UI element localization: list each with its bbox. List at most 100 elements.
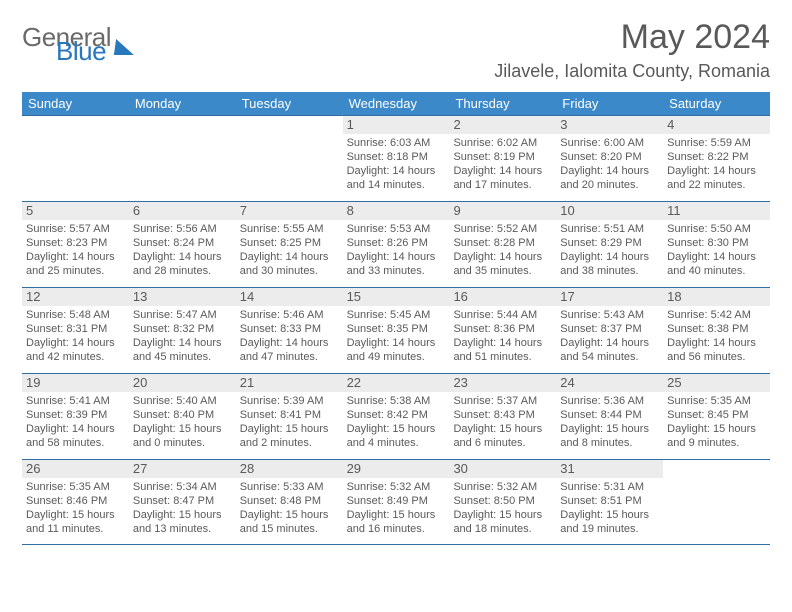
sunrise-line: Sunrise: 5:56 AM [133, 223, 232, 237]
day-cell: 4Sunrise: 5:59 AMSunset: 8:22 PMDaylight… [663, 116, 770, 201]
sail-icon [114, 39, 136, 55]
daylight-line: Daylight: 14 hours and 38 minutes. [560, 251, 659, 279]
sunset-line: Sunset: 8:40 PM [133, 409, 232, 423]
day-cell: 27Sunrise: 5:34 AMSunset: 8:47 PMDayligh… [129, 460, 236, 544]
daylight-line: Daylight: 14 hours and 56 minutes. [667, 337, 766, 365]
sunrise-line: Sunrise: 5:41 AM [26, 395, 125, 409]
sunset-line: Sunset: 8:39 PM [26, 409, 125, 423]
day-number: 14 [236, 288, 343, 306]
day-cell: 14Sunrise: 5:46 AMSunset: 8:33 PMDayligh… [236, 288, 343, 373]
day-number: 11 [663, 202, 770, 220]
day-number: 24 [556, 374, 663, 392]
day-number: 6 [129, 202, 236, 220]
sunset-line: Sunset: 8:46 PM [26, 495, 125, 509]
day-cell: 15Sunrise: 5:45 AMSunset: 8:35 PMDayligh… [343, 288, 450, 373]
daylight-line: Daylight: 14 hours and 42 minutes. [26, 337, 125, 365]
sunset-line: Sunset: 8:20 PM [560, 151, 659, 165]
day-number: 20 [129, 374, 236, 392]
daylight-line: Daylight: 14 hours and 14 minutes. [347, 165, 446, 193]
day-cell: 17Sunrise: 5:43 AMSunset: 8:37 PMDayligh… [556, 288, 663, 373]
daylight-line: Daylight: 15 hours and 16 minutes. [347, 509, 446, 537]
day-number: 29 [343, 460, 450, 478]
sunrise-line: Sunrise: 5:47 AM [133, 309, 232, 323]
daylight-line: Daylight: 15 hours and 9 minutes. [667, 423, 766, 451]
sunrise-line: Sunrise: 5:34 AM [133, 481, 232, 495]
daylight-line: Daylight: 15 hours and 19 minutes. [560, 509, 659, 537]
sunset-line: Sunset: 8:26 PM [347, 237, 446, 251]
sunrise-line: Sunrise: 5:38 AM [347, 395, 446, 409]
day-number: 4 [663, 116, 770, 134]
sunrise-line: Sunrise: 5:50 AM [667, 223, 766, 237]
sunrise-line: Sunrise: 5:46 AM [240, 309, 339, 323]
sunrise-line: Sunrise: 5:35 AM [26, 481, 125, 495]
day-cell: 22Sunrise: 5:38 AMSunset: 8:42 PMDayligh… [343, 374, 450, 459]
sunset-line: Sunset: 8:43 PM [453, 409, 552, 423]
sunset-line: Sunset: 8:51 PM [560, 495, 659, 509]
daylight-line: Daylight: 15 hours and 6 minutes. [453, 423, 552, 451]
week-row: 26 Sunrise: 5:35 AMSunset: 8:46 PM Dayligh… [22, 459, 770, 545]
sunset-line: Sunset: 8:49 PM [347, 495, 446, 509]
sunset-line: Sunset: 8:44 PM [560, 409, 659, 423]
day-number: 13 [129, 288, 236, 306]
sunset-line: Sunset: 8:33 PM [240, 323, 339, 337]
sunset-line: Sunset: 8:36 PM [453, 323, 552, 337]
day-number: 26 [22, 460, 129, 478]
day-cell: 19Sunrise: 5:41 AMSunset: 8:39 PMDayligh… [22, 374, 129, 459]
day-number: 10 [556, 202, 663, 220]
sunrise-line: Sunrise: 5:32 AM [347, 481, 446, 495]
sunset-line: Sunset: 8:19 PM [453, 151, 552, 165]
sunrise-line: Sunrise: 5:59 AM [667, 137, 766, 151]
sunset-line: Sunset: 8:47 PM [133, 495, 232, 509]
day-cell: 9Sunrise: 5:52 AMSunset: 8:28 PMDaylight… [449, 202, 556, 287]
weekday-wednesday: Wednesday [343, 92, 450, 115]
daylight-line: Daylight: 15 hours and 8 minutes. [560, 423, 659, 451]
week-row: 1Sunrise: 6:03 AMSunset: 8:18 PMDaylight… [22, 115, 770, 201]
daylight-line: Daylight: 14 hours and 40 minutes. [667, 251, 766, 279]
daylight-line: Daylight: 15 hours and 18 minutes. [453, 509, 552, 537]
day-number: 15 [343, 288, 450, 306]
day-number: 22 [343, 374, 450, 392]
day-cell: 10Sunrise: 5:51 AMSunset: 8:29 PMDayligh… [556, 202, 663, 287]
daylight-line: Daylight: 14 hours and 30 minutes. [240, 251, 339, 279]
day-number: 31 [556, 460, 663, 478]
sunset-line: Sunset: 8:30 PM [667, 237, 766, 251]
day-cell: 23Sunrise: 5:37 AMSunset: 8:43 PMDayligh… [449, 374, 556, 459]
sunrise-line: Sunrise: 6:00 AM [560, 137, 659, 151]
daylight-line: Daylight: 15 hours and 0 minutes. [133, 423, 232, 451]
day-cell: 11 Sunrise: 5:50 AMSunset: 8:30 PMDayligh… [663, 202, 770, 287]
day-number: 19 [22, 374, 129, 392]
sunset-line: Sunset: 8:32 PM [133, 323, 232, 337]
sunrise-line: Sunrise: 5:48 AM [26, 309, 125, 323]
day-cell: 12Sunrise: 5:48 AMSunset: 8:31 PMDayligh… [22, 288, 129, 373]
sunrise-line: Sunrise: 5:32 AM [453, 481, 552, 495]
sunrise-line: Sunrise: 5:37 AM [453, 395, 552, 409]
sunset-line: Sunset: 8:37 PM [560, 323, 659, 337]
day-number: 2 [449, 116, 556, 134]
day-number: 30 [449, 460, 556, 478]
daylight-line: Daylight: 15 hours and 2 minutes. [240, 423, 339, 451]
weekday-monday: Monday [129, 92, 236, 115]
week-row: 19 Sunrise: 5:41 AMSunset: 8:39 PM Dayligh… [22, 373, 770, 459]
daylight-line: Daylight: 14 hours and 33 minutes. [347, 251, 446, 279]
day-number: 9 [449, 202, 556, 220]
sunset-line: Sunset: 8:28 PM [453, 237, 552, 251]
sunrise-line: Sunrise: 5:36 AM [560, 395, 659, 409]
day-cell: 13Sunrise: 5:47 AMSunset: 8:32 PMDayligh… [129, 288, 236, 373]
day-cell: 18Sunrise: 5:42 AMSunset: 8:38 PMDayligh… [663, 288, 770, 373]
sunset-line: Sunset: 8:35 PM [347, 323, 446, 337]
sunrise-line: Sunrise: 5:53 AM [347, 223, 446, 237]
day-cell: 16Sunrise: 5:44 AMSunset: 8:36 PMDayligh… [449, 288, 556, 373]
day-cell: 5Sunrise: 5:57 AMSunset: 8:23 PMDaylight… [22, 202, 129, 287]
sunrise-line: Sunrise: 6:02 AM [453, 137, 552, 151]
daylight-line: Daylight: 14 hours and 25 minutes. [26, 251, 125, 279]
sunrise-line: Sunrise: 5:33 AM [240, 481, 339, 495]
day-cell: 31Sunrise: 5:31 AMSunset: 8:51 PMDayligh… [556, 460, 663, 544]
day-cell: 2Sunrise: 6:02 AMSunset: 8:19 PMDaylight… [449, 116, 556, 201]
sunrise-line: Sunrise: 5:45 AM [347, 309, 446, 323]
day-cell [129, 116, 236, 201]
day-number: 16 [449, 288, 556, 306]
weekday-header-row: SundayMondayTuesdayWednesdayThursdayFrid… [22, 92, 770, 115]
daylight-line: Daylight: 14 hours and 35 minutes. [453, 251, 552, 279]
sunrise-line: Sunrise: 5:35 AM [667, 395, 766, 409]
day-cell: 3Sunrise: 6:00 AMSunset: 8:20 PMDaylight… [556, 116, 663, 201]
